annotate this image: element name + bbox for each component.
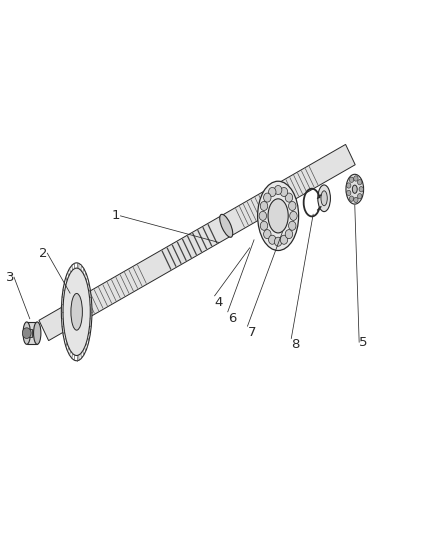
Circle shape bbox=[260, 201, 268, 211]
Bar bbox=[25, 329, 32, 337]
Circle shape bbox=[357, 193, 362, 199]
Circle shape bbox=[260, 221, 268, 230]
Ellipse shape bbox=[321, 191, 327, 206]
Ellipse shape bbox=[318, 185, 330, 212]
Circle shape bbox=[268, 188, 276, 197]
Text: 1: 1 bbox=[112, 209, 120, 222]
Text: 6: 6 bbox=[228, 312, 236, 325]
Ellipse shape bbox=[268, 199, 288, 233]
Ellipse shape bbox=[23, 322, 30, 344]
Circle shape bbox=[285, 230, 293, 239]
Bar bbox=[27, 322, 37, 344]
Circle shape bbox=[280, 188, 288, 197]
Circle shape bbox=[22, 328, 31, 338]
Circle shape bbox=[290, 211, 297, 221]
Ellipse shape bbox=[220, 214, 233, 237]
Text: 7: 7 bbox=[247, 326, 256, 339]
Circle shape bbox=[274, 185, 282, 195]
Circle shape bbox=[359, 187, 364, 192]
Circle shape bbox=[259, 211, 267, 221]
Circle shape bbox=[350, 196, 354, 201]
Circle shape bbox=[285, 193, 293, 202]
Text: 3: 3 bbox=[6, 271, 14, 284]
Ellipse shape bbox=[346, 174, 364, 204]
Polygon shape bbox=[39, 144, 355, 341]
Circle shape bbox=[289, 201, 296, 211]
Circle shape bbox=[357, 180, 362, 185]
Text: 2: 2 bbox=[39, 247, 47, 260]
Ellipse shape bbox=[258, 181, 299, 251]
Ellipse shape bbox=[61, 263, 92, 361]
Circle shape bbox=[289, 221, 296, 230]
Circle shape bbox=[264, 230, 271, 239]
Circle shape bbox=[268, 235, 276, 244]
Text: 5: 5 bbox=[359, 336, 367, 349]
Ellipse shape bbox=[63, 268, 90, 356]
Text: 8: 8 bbox=[291, 338, 300, 351]
Ellipse shape bbox=[71, 294, 82, 330]
Ellipse shape bbox=[352, 185, 357, 193]
Circle shape bbox=[346, 183, 351, 188]
Ellipse shape bbox=[34, 322, 41, 344]
Circle shape bbox=[346, 190, 351, 196]
Text: 4: 4 bbox=[215, 296, 223, 309]
Circle shape bbox=[274, 237, 282, 246]
Circle shape bbox=[350, 177, 354, 182]
Circle shape bbox=[354, 176, 358, 181]
Circle shape bbox=[280, 235, 288, 244]
Circle shape bbox=[264, 193, 271, 202]
Circle shape bbox=[354, 197, 358, 203]
